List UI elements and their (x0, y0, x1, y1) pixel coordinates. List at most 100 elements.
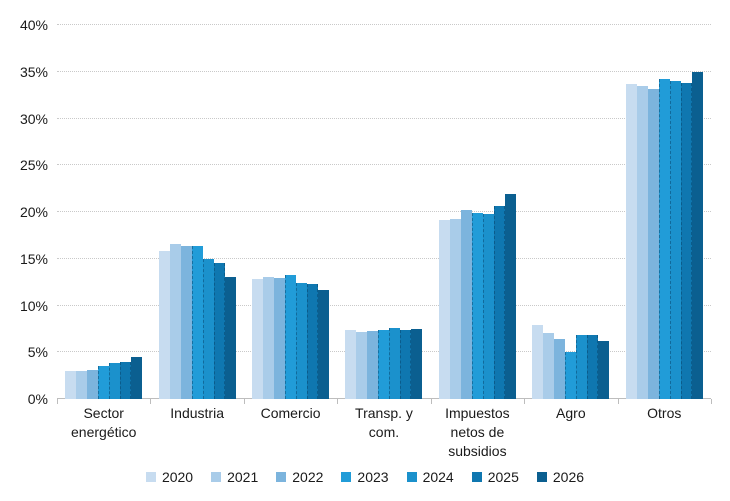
bar-comercio-2022 (274, 278, 286, 399)
gridline-10% (57, 304, 711, 306)
y-tick-label-20: 20% (19, 204, 48, 220)
bar-transp-y-com-2022 (367, 330, 379, 399)
bar-transp-y-com-2024 (389, 327, 401, 399)
bar-impuestos-netos-de-subsidios-2023 (471, 212, 483, 399)
x-axis-tick (430, 399, 432, 404)
bar-comercio-2024 (296, 283, 308, 399)
category-label-sector-energetico: Sector energético (71, 405, 137, 440)
gridline-40% (57, 24, 711, 25)
legend-swatch-2024 (406, 472, 417, 482)
x-axis-tick (57, 399, 58, 404)
y-tick-label-30: 30% (19, 110, 48, 127)
bar-sector-energetico-2025 (120, 361, 132, 399)
bar-agro-2022 (554, 339, 566, 399)
x-axis-tick (524, 399, 526, 404)
bar-group-industria (150, 25, 243, 399)
legend-label-2024: 2024 (422, 469, 454, 485)
bar-comercio-2025 (307, 284, 319, 399)
legend-swatch-2020 (145, 472, 156, 482)
legend-swatch-2025 (471, 472, 482, 482)
bar-sector-energetico-2026 (131, 356, 143, 399)
bar-impuestos-netos-de-subsidios-2022 (460, 210, 472, 399)
bar-otros-2023 (658, 79, 670, 399)
x-axis-labels: Sector energético Industria Comercio Transp… (57, 404, 711, 461)
legend-label-2025: 2025 (487, 469, 519, 485)
x-axis-tick (150, 399, 152, 404)
category-label-industria: Industria (170, 405, 224, 421)
category-label-impuestos-netos-de-subsidios: Impuestos netos de subsidios (445, 405, 510, 459)
bar-otros-2026 (691, 71, 703, 399)
bar-transp-y-com-2025 (400, 329, 412, 399)
bar-comercio-2023 (285, 274, 297, 399)
legend-label-2020: 2020 (161, 469, 194, 485)
legend-label-2021: 2021 (227, 469, 259, 485)
bar-sector-energetico-2024 (109, 362, 121, 399)
bar-impuestos-netos-de-subsidios-2025 (493, 206, 505, 399)
bar-industria-2021 (169, 243, 181, 399)
bar-industria-2020 (158, 251, 170, 399)
legend-swatch-2022 (276, 472, 287, 482)
bar-impuestos-netos-de-subsidios-2020 (438, 220, 450, 399)
gridline-30% (57, 117, 711, 119)
bar-otros-2025 (680, 82, 692, 399)
bar-sector-energetico-2021 (76, 370, 88, 399)
plot-area (57, 24, 712, 404)
gridline-35% (57, 70, 711, 72)
legend: 2020 2021 2022 2023 2024 2025 2026 (0, 469, 730, 485)
bar-transp-y-com-2020 (345, 329, 357, 399)
y-tick-label-40: 40% (19, 17, 48, 33)
bar-sector-energetico-2022 (87, 370, 99, 399)
bar-impuestos-netos-de-subsidios-2021 (449, 218, 461, 399)
legend-item-2020: 2020 (145, 469, 194, 485)
category-label-comercio: Comercio (260, 405, 321, 421)
bar-industria-2022 (180, 245, 192, 399)
bar-group-transp-y-com (337, 25, 430, 399)
bar-otros-2020 (625, 83, 637, 399)
bar-agro-2026 (598, 341, 610, 399)
legend-label-2023: 2023 (357, 469, 389, 485)
y-tick-label-15: 15% (19, 250, 48, 267)
bar-group-sector-energetico (57, 25, 150, 399)
bar-industria-2024 (202, 258, 214, 399)
bar-comercio-2020 (252, 279, 264, 399)
gridline-20% (57, 211, 711, 212)
legend-label-2022: 2022 (292, 469, 324, 485)
bar-agro-2023 (565, 352, 577, 399)
legend-swatch-2026 (536, 472, 547, 482)
bar-group-otros (618, 25, 711, 399)
bar-industria-2026 (224, 277, 236, 399)
bar-transp-y-com-2021 (356, 331, 368, 399)
bar-impuestos-netos-de-subsidios-2024 (482, 213, 494, 399)
x-axis-tick (337, 399, 339, 404)
bar-otros-2022 (647, 88, 659, 399)
legend-item-2023: 2023 (341, 469, 389, 485)
bar-group-comercio (244, 25, 337, 399)
bar-industria-2023 (191, 245, 203, 399)
legend-label-2026: 2026 (552, 469, 585, 485)
x-axis-tick (617, 399, 619, 404)
y-tick-label-35: 35% (19, 63, 48, 80)
bar-comercio-2026 (318, 289, 330, 399)
bar-group-agro (524, 25, 617, 399)
gridline-15% (57, 257, 711, 259)
legend-item-2026: 2026 (536, 469, 585, 485)
bar-agro-2020 (532, 325, 544, 399)
bar-agro-2021 (543, 332, 555, 399)
legend-swatch-2023 (341, 472, 352, 482)
y-tick-label-5: 5% (27, 344, 48, 361)
gridline-25% (57, 164, 711, 166)
legend-item-2024: 2024 (406, 469, 454, 485)
bar-agro-2024 (576, 335, 588, 399)
y-tick-label-25: 25% (19, 157, 48, 174)
category-label-otros: Otros (647, 405, 682, 421)
category-label-agro: Agro (556, 405, 586, 421)
y-tick-label-0: 0% (27, 391, 48, 407)
bar-transp-y-com-2026 (411, 328, 423, 399)
bar-group-impuestos-netos-de-subsidios (431, 25, 524, 399)
x-axis-tick (711, 399, 712, 404)
bar-sector-energetico-2023 (98, 366, 110, 399)
bar-industria-2025 (213, 262, 225, 399)
bar-impuestos-netos-de-subsidios-2026 (504, 194, 516, 399)
bar-otros-2024 (669, 81, 681, 399)
